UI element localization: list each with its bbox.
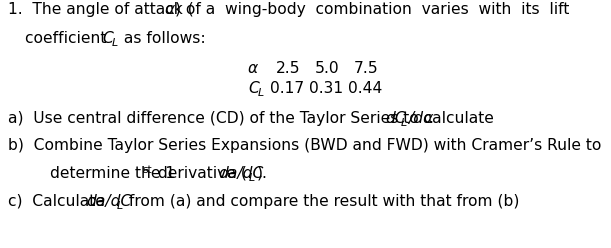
Text: 7.5: 7.5 (354, 61, 379, 76)
Text: da/dC: da/dC (86, 194, 131, 209)
Text: L: L (117, 201, 123, 211)
Text: α: α (248, 61, 258, 76)
Text: ) of a  wing-body  combination  varies  with  its  lift: ) of a wing-body combination varies with… (175, 2, 569, 17)
Text: dC: dC (385, 111, 406, 126)
Text: as follows:: as follows: (119, 31, 206, 46)
Text: st: st (142, 165, 152, 175)
Text: L: L (401, 118, 408, 128)
Text: L: L (112, 38, 119, 48)
Text: a)  Use central difference (CD) of the Taylor Series to calculate: a) Use central difference (CD) of the Ta… (8, 111, 499, 126)
Text: 2.5: 2.5 (276, 61, 301, 76)
Text: L: L (249, 173, 255, 183)
Text: 0.17: 0.17 (270, 81, 304, 96)
Text: C: C (248, 81, 259, 96)
Text: determine the 1: determine the 1 (50, 166, 175, 181)
Text: b)  Combine Taylor Series Expansions (BWD and FWD) with Cramer’s Rule to: b) Combine Taylor Series Expansions (BWD… (8, 138, 601, 153)
Text: da/dC: da/dC (218, 166, 263, 181)
Text: C: C (102, 31, 113, 46)
Text: α: α (165, 2, 175, 17)
Text: .: . (428, 111, 433, 126)
Text: ).: ). (257, 166, 268, 181)
Text: 0.31: 0.31 (309, 81, 343, 96)
Text: 0.44: 0.44 (348, 81, 382, 96)
Text: derivative (: derivative ( (153, 166, 247, 181)
Text: coefficient: coefficient (25, 31, 111, 46)
Text: L: L (258, 88, 264, 98)
Text: 1.  The angle of attack (: 1. The angle of attack ( (8, 2, 194, 17)
Text: c)  Calculate: c) Calculate (8, 194, 110, 209)
Text: /dα: /dα (408, 111, 433, 126)
Text: 5.0: 5.0 (315, 61, 340, 76)
Text: from (a) and compare the result with that from (b): from (a) and compare the result with tha… (124, 194, 519, 209)
